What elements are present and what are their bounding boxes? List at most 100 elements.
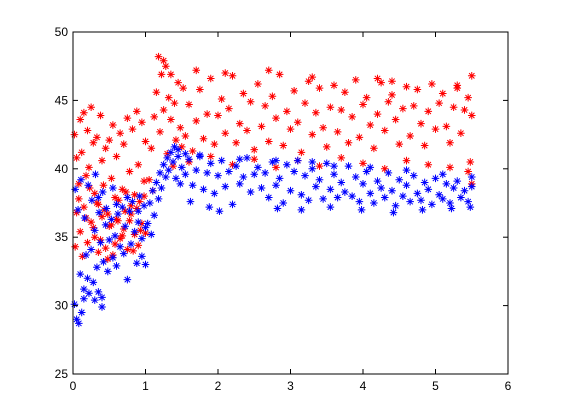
data-point [424,160,433,169]
data-point [78,252,87,261]
data-point [72,208,81,217]
data-point [341,88,349,96]
data-point [170,99,179,107]
x-tick-label: 3 [287,379,294,393]
data-point [71,242,79,251]
data-point [348,113,356,121]
data-point [90,296,99,304]
data-point [101,244,110,252]
data-point [199,134,208,143]
data-point [80,294,88,303]
data-point [192,166,201,174]
data-point [196,85,204,94]
data-point [164,93,173,102]
data-point [235,119,244,128]
data-point [366,163,375,172]
data-point [214,111,222,120]
data-point [272,181,280,190]
data-point [90,226,99,235]
data-point [418,206,427,214]
data-point [257,122,266,131]
data-point [188,147,197,155]
data-point [250,145,259,154]
data-point [362,93,371,102]
data-point [134,218,143,226]
data-point [301,171,309,180]
data-point [315,162,324,170]
data-point [225,104,233,113]
data-point [89,139,98,147]
data-point [70,300,79,309]
data-point [146,199,154,207]
data-point [344,139,353,147]
data-point [77,175,85,184]
data-point [370,144,378,153]
data-point [406,197,414,206]
y-tick-label: 25 [55,367,69,381]
data-point [312,108,320,117]
data-point [228,71,237,80]
data-point [442,180,451,188]
data-point [87,103,95,112]
data-point [264,137,273,146]
data-point [206,159,215,168]
data-point [111,240,119,248]
data-point [121,222,129,231]
data-point [82,171,90,180]
data-point [389,208,398,217]
data-point [373,110,382,118]
data-point [127,201,135,210]
data-point [246,188,255,196]
data-point [424,107,433,116]
data-point [319,123,327,132]
data-point [466,158,475,166]
data-point [150,211,158,220]
data-point [111,232,119,240]
data-point [359,159,367,168]
data-point [370,199,378,207]
data-point [399,104,407,113]
data-point [402,82,411,91]
data-point [85,163,93,172]
data-point [297,190,306,199]
data-point [467,71,476,80]
data-point [98,188,107,196]
data-point [93,133,101,142]
data-point [118,232,127,240]
data-point [80,108,88,117]
data-point [134,241,143,250]
data-point [141,260,150,269]
data-point [391,201,400,210]
data-marks [70,52,476,328]
data-point [135,192,144,200]
y-tick-label: 50 [55,25,69,39]
data-point [125,216,134,225]
data-point [261,169,269,177]
data-point [341,188,349,196]
data-point [293,118,302,127]
data-point [272,156,280,165]
data-point [254,163,262,172]
data-point [315,175,324,184]
data-point [159,56,168,65]
data-point [273,204,282,213]
data-point [90,189,99,198]
data-point [136,226,145,235]
data-point [268,158,277,166]
data-point [380,165,389,173]
data-point [157,70,166,79]
data-point [114,210,122,218]
data-point [388,186,396,195]
data-point [275,70,284,79]
data-point [80,285,88,293]
data-point [104,255,112,263]
data-point [112,200,121,209]
data-point [438,89,447,98]
data-point [176,180,185,188]
data-point [169,158,177,166]
data-point [232,139,240,147]
data-point [322,159,331,168]
data-point [128,125,137,133]
data-point [176,123,185,132]
